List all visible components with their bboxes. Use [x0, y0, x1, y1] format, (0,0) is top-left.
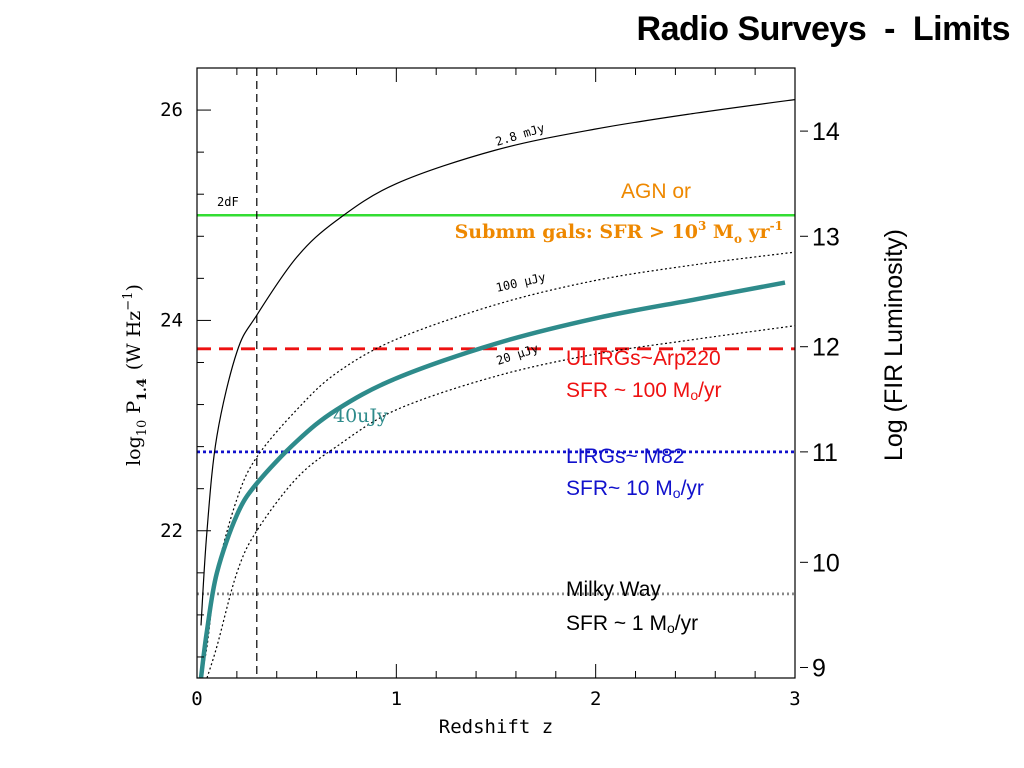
y-label-log: log — [123, 436, 145, 466]
submm-yexp: -1 — [770, 219, 783, 233]
annotation-milky-way-title: Milky Way — [566, 578, 661, 601]
series-line-2.8mjy — [200, 99, 796, 626]
y-tick-label: 22 — [160, 520, 183, 542]
slide-title: Radio Surveys - Limits — [636, 10, 1011, 48]
right-axis-tick-label: 12 — [812, 334, 840, 362]
right-axis-tick-label: 11 — [812, 439, 838, 467]
lirg-sfr-b: /yr — [681, 477, 704, 500]
chart-lines — [197, 68, 796, 679]
y-tick-label: 26 — [160, 99, 183, 121]
y-label-p: P — [123, 401, 145, 414]
right-axis-tick-label: 10 — [812, 549, 840, 577]
right-axis-tick-label: 13 — [812, 223, 840, 251]
mw-sfr-o: o — [667, 620, 675, 636]
svg-text:log10P1.4(W Hz−1): log10 P1.4 (W Hz−1) — [121, 284, 150, 466]
y-label-log-sub: 10 — [135, 420, 150, 437]
annotation-submm: Submm gals: SFR > 103 Mo yr-1 — [455, 219, 783, 246]
submm-yr: yr — [742, 221, 771, 243]
mw-sfr-b: /yr — [675, 612, 698, 635]
y-label-close: ) — [123, 284, 145, 291]
x-tick-label: 1 — [391, 688, 402, 710]
ulirg-sfr-b: /yr — [698, 379, 721, 402]
y-label-units: (W Hz — [123, 311, 145, 371]
y-label-exp: −1 — [121, 292, 136, 311]
series-line-40ujy — [198, 280, 786, 679]
plot-frame — [196, 67, 796, 679]
y-label-p-sub: 1.4 — [135, 378, 150, 401]
series-line-100ujy — [200, 251, 796, 679]
right-axis-tick-label: 14 — [812, 118, 840, 146]
lirg-sfr-a: SFR~ 10 M — [566, 477, 673, 500]
submm-prefix: Submm gals: SFR > 10 — [455, 221, 698, 243]
ulirg-sfr-o: o — [690, 387, 698, 403]
x-tick-label: 0 — [191, 688, 202, 710]
vline-label-2df: 2dF — [217, 195, 239, 209]
ulirg-sfr-a: SFR ~ 100 M — [566, 379, 690, 402]
right-axis-label: Log (FIR Luminosity) — [880, 229, 908, 461]
x-tick-label: 2 — [590, 688, 601, 710]
submm-o: o — [734, 232, 742, 246]
x-tick-label: 3 — [789, 688, 800, 710]
x-axis-label: Redshift z — [439, 716, 553, 738]
mw-sfr-a: SFR ~ 1 M — [566, 612, 667, 635]
curve-label-20ujy: 20 µJy — [495, 341, 541, 368]
annotation-milky-way-sfr: SFR ~ 1 Mo/yr — [566, 612, 698, 636]
submm-exp: 3 — [698, 219, 706, 233]
y-tick-label: 24 — [160, 309, 183, 331]
submm-m: M — [706, 221, 734, 243]
curve-label-40ujy: 40uJy — [333, 405, 388, 427]
right-axis-tick-label: 9 — [812, 654, 826, 682]
annotation-lirg-title: LIRGs~ M82 — [566, 445, 684, 468]
annotation-lirg-sfr: SFR~ 10 Mo/yr — [566, 477, 704, 501]
annotation-ulirg-title: ULIRGs~Arp220 — [566, 347, 721, 370]
lirg-sfr-o: o — [673, 485, 681, 501]
annotation-ulirg-sfr: SFR ~ 100 Mo/yr — [566, 379, 721, 403]
annotation-agn: AGN or — [621, 180, 691, 203]
curve-label-100ujy: 100 µJy — [495, 270, 547, 295]
y-axis-label: log10 P1.4 (W Hz−1) — [121, 284, 150, 466]
series-line-20ujy — [206, 325, 796, 679]
